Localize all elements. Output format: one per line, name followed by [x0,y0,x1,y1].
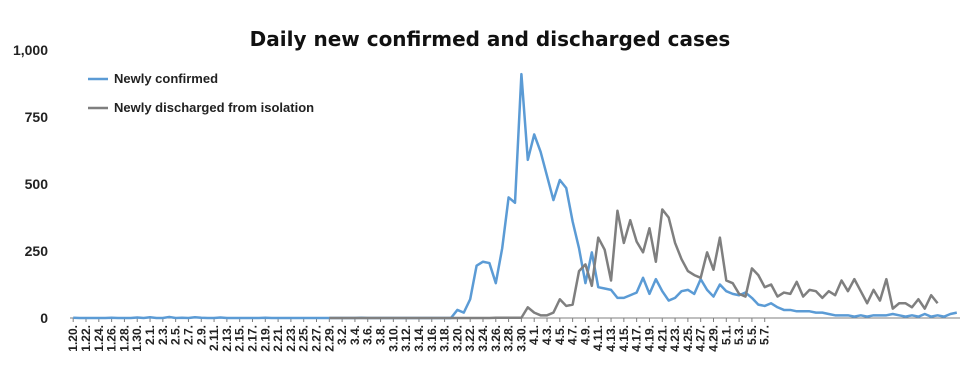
x-tick-label: 2.19. [258,325,272,352]
x-tick-label: 4.3. [540,325,554,345]
x-tick-label: 2.29. [322,325,336,352]
x-tick-label: 4.17. [630,325,644,352]
x-tick-label: 3.6. [361,325,375,345]
x-tick-label: 2.1. [143,325,157,345]
x-tick-label: 3.16. [425,325,439,352]
x-tick-label: 3.4. [348,325,362,345]
x-tick-label: 2.21. [271,325,285,352]
x-tick-label: 1.22. [79,325,93,352]
x-tick-label: 1.20. [66,325,80,352]
x-tick-label: 5.3. [732,325,746,345]
x-tick-label: 1.28. [117,325,131,352]
x-tick-label: 4.9. [578,325,592,345]
x-tick-label: 4.23. [668,325,682,352]
y-axis-ticks: 0 250 500 750 1,000 [13,42,48,326]
legend: Newly confirmed Newly discharged from is… [88,71,314,115]
x-tick-label: 2.9. [194,325,208,345]
x-tick-label: 5.7. [758,325,772,345]
x-tick-label: 2.7. [181,325,195,345]
x-tick-label: 1.26. [105,325,119,352]
x-tick-label: 5.5. [745,325,759,345]
series-line-discharged [329,208,939,320]
x-tick-label: 4.7. [566,325,580,345]
x-tick-label: 4.19. [642,325,656,352]
legend-label-discharged: Newly discharged from isolation [114,100,314,115]
x-tick-label: 1.24. [92,325,106,352]
x-tick-label: 3.22. [463,325,477,352]
x-tick-label: 3.12. [399,325,413,352]
y-tick-label: 250 [25,243,49,259]
x-tick-label: 3.20. [450,325,464,352]
x-tick-label: 2.25. [297,325,311,352]
x-tick-label: 3.2. [335,325,349,345]
x-tick-label: 4.5. [553,325,567,345]
x-axis-ticks: 1.20.1.22.1.24.1.26.1.28.1.30.2.1.2.3.2.… [66,318,772,352]
x-tick-label: 5.1. [719,325,733,345]
legend-label-confirmed: Newly confirmed [114,71,218,86]
x-tick-label: 3.28. [502,325,516,352]
x-tick-label: 3.10. [386,325,400,352]
x-tick-label: 1.30. [130,325,144,352]
x-tick-label: 2.15. [233,325,247,352]
x-tick-label: 3.30. [514,325,528,352]
x-tick-label: 4.21. [655,325,669,352]
x-tick-label: 4.25. [681,325,695,352]
x-tick-label: 2.27. [310,325,324,352]
x-tick-label: 2.3. [156,325,170,345]
chart-title: Daily new confirmed and discharged cases [250,27,731,51]
x-tick-label: 2.13. [220,325,234,352]
x-tick-label: 3.18. [438,325,452,352]
x-tick-label: 4.1. [527,325,541,345]
y-tick-label: 1,000 [13,42,48,58]
x-tick-label: 4.27. [694,325,708,352]
x-tick-label: 3.14. [412,325,426,352]
x-tick-label: 3.8. [374,325,388,345]
x-tick-label: 2.5. [169,325,183,345]
x-tick-label: 4.13. [604,325,618,352]
x-tick-label: 3.24. [476,325,490,352]
series-line-confirmed [73,72,958,320]
x-tick-label: 4.15. [617,325,631,352]
x-tick-label: 2.11. [207,325,221,351]
x-tick-label: 2.17. [245,325,259,352]
y-tick-label: 0 [40,310,48,326]
series-group [73,72,958,320]
y-tick-label: 750 [25,109,49,125]
x-tick-label: 2.23. [284,325,298,352]
x-tick-label: 4.29. [706,325,720,352]
x-tick-label: 4.11. [591,325,605,351]
y-tick-label: 500 [25,176,49,192]
x-tick-label: 3.26. [489,325,503,352]
